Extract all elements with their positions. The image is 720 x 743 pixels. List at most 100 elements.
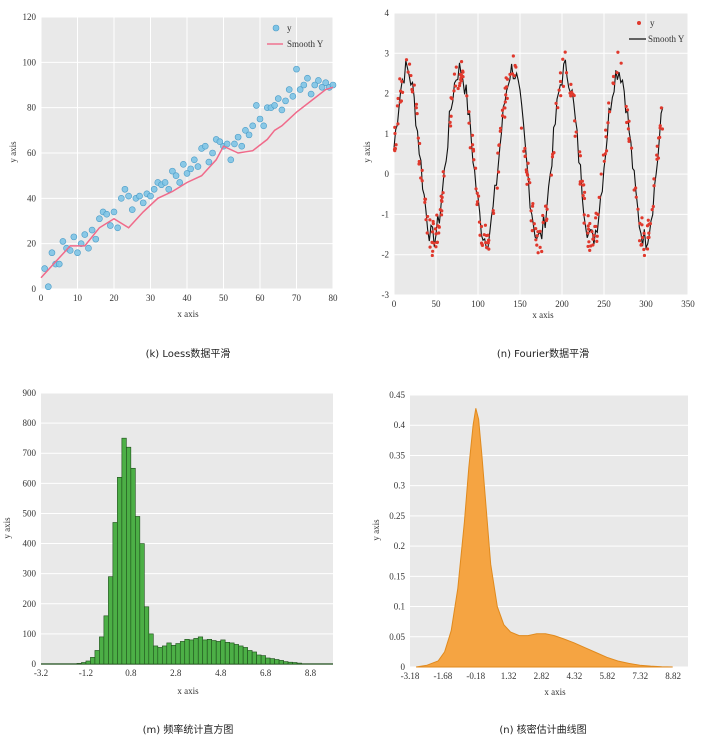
fourier-point xyxy=(658,124,662,128)
loess-point xyxy=(315,77,322,84)
histogram-bar xyxy=(179,641,186,665)
loess-point xyxy=(209,149,216,157)
fourier-point xyxy=(652,177,656,181)
histogram-bar xyxy=(94,650,100,665)
loess-point xyxy=(165,185,173,193)
histogram-bar xyxy=(103,615,109,665)
histogram-bar xyxy=(175,643,181,665)
loess-point xyxy=(223,140,231,148)
histogram-bar xyxy=(188,639,195,665)
loess-smooth-line xyxy=(40,86,334,279)
loess-point xyxy=(110,208,118,216)
fourier-point xyxy=(549,173,553,177)
fourier-point xyxy=(588,221,592,226)
loess-point xyxy=(304,74,311,82)
loess-point xyxy=(147,192,154,200)
fourier-point xyxy=(497,143,501,147)
histogram-xtick-1: -1.2 xyxy=(79,668,93,678)
fourier-point xyxy=(524,170,529,174)
loess-point xyxy=(311,81,319,89)
loess-point xyxy=(227,156,235,164)
fourier-point xyxy=(439,198,444,203)
fourier-point xyxy=(431,219,435,224)
fourier-point xyxy=(433,227,438,231)
fourier-point xyxy=(465,94,469,98)
loess-legend-marker-y xyxy=(272,24,280,32)
loess-point xyxy=(318,83,326,91)
fourier-point xyxy=(574,130,578,134)
fourier-point xyxy=(640,235,645,240)
fourier-point xyxy=(594,216,598,220)
histogram-bar xyxy=(283,661,289,665)
loess-legend-y: y xyxy=(287,23,292,33)
fourier-point xyxy=(534,238,538,242)
kde-ytick-1: 0.05 xyxy=(389,632,405,642)
histogram-xtick-2: 0.8 xyxy=(125,668,137,678)
fourier-point xyxy=(624,104,628,109)
fourier-point xyxy=(400,79,404,84)
histogram-bar xyxy=(170,645,177,665)
fourier-point xyxy=(498,129,502,133)
fourier-point xyxy=(435,213,439,217)
fourier-point xyxy=(535,234,539,238)
fourier-point xyxy=(538,245,542,249)
loess-xlabel: x axis xyxy=(177,309,199,319)
histogram-bar xyxy=(206,639,213,665)
fourier-point xyxy=(541,220,545,225)
loess-point xyxy=(150,185,158,193)
fourier-point xyxy=(632,188,636,192)
fourier-point xyxy=(578,182,582,186)
fourier-point xyxy=(393,125,397,129)
kde-ytick-7: 0.35 xyxy=(389,450,405,460)
histogram-bar xyxy=(224,642,230,665)
loess-point xyxy=(169,167,176,175)
loess-point xyxy=(322,79,330,87)
histogram-ytick-1: 100 xyxy=(23,629,37,639)
fourier-point xyxy=(561,84,566,88)
fourier-legend-marker-y xyxy=(637,21,641,25)
fourier-point xyxy=(484,245,489,250)
fourier-ytick-1: -2 xyxy=(382,250,390,260)
histogram-ytick-4: 400 xyxy=(23,539,37,549)
fourier-point xyxy=(582,190,587,194)
fourier-point xyxy=(586,231,590,235)
fourier-point xyxy=(471,147,476,151)
fourier-point xyxy=(437,231,441,235)
histogram-xtick-4: 4.8 xyxy=(215,668,227,678)
fourier-point xyxy=(467,110,471,114)
loess-point xyxy=(48,249,56,257)
loess-point xyxy=(70,233,78,241)
loess-point xyxy=(245,131,253,139)
loess-point xyxy=(88,226,96,234)
fourier-point xyxy=(627,119,631,123)
fourier-point xyxy=(593,224,597,229)
fourier-point xyxy=(461,70,465,74)
loess-xtick-6: 60 xyxy=(256,293,266,303)
fourier-point xyxy=(586,224,590,228)
fourier-point xyxy=(486,241,490,245)
fourier-point xyxy=(435,240,439,245)
kde-xtick-0: -3.18 xyxy=(401,671,420,681)
fourier-point xyxy=(540,249,544,254)
histogram-bar xyxy=(166,642,172,665)
kde-xtick-7: 7.32 xyxy=(632,671,648,681)
fourier-point xyxy=(406,70,410,74)
fourier-point xyxy=(629,146,634,150)
fourier-ytick-6: 3 xyxy=(385,48,390,58)
fourier-point xyxy=(407,62,412,66)
loess-ytick-4: 80 xyxy=(27,103,37,113)
fourier-legend-smooth: Smooth Y xyxy=(648,34,685,44)
loess-point xyxy=(74,249,81,257)
fourier-point xyxy=(545,207,549,211)
kde-xtick-4: 2.82 xyxy=(534,671,550,681)
fourier-point xyxy=(522,149,526,153)
fourier-point xyxy=(640,216,644,220)
kde-xtick-2: -0.18 xyxy=(466,671,485,681)
fourier-point xyxy=(486,233,490,237)
fourier-point xyxy=(569,94,573,98)
fourier-point xyxy=(423,200,427,204)
histogram-bar xyxy=(184,639,190,665)
histogram-ytick-3: 300 xyxy=(23,569,37,579)
loess-point xyxy=(329,81,337,89)
kde-marks xyxy=(416,408,673,668)
